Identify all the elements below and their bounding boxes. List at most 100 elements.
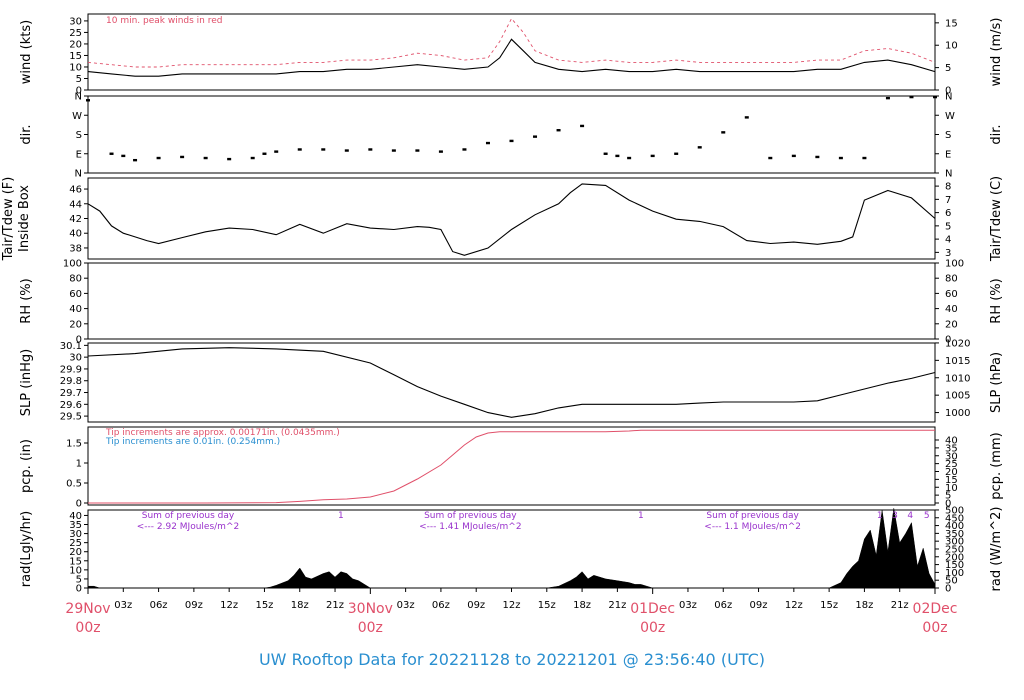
rad-right-tick-label: 0 (945, 584, 951, 595)
time-tick-label: 18z (291, 600, 309, 611)
panel-frame (87, 426, 936, 506)
dir-point (344, 149, 349, 152)
temp-right-tick-label: 4 (945, 235, 951, 246)
rad-marker: 4 (907, 511, 913, 521)
dir-point (227, 157, 232, 161)
panel-frame (87, 177, 936, 260)
dir-point (121, 154, 126, 158)
rh-left-tick-label: 20 (69, 319, 82, 330)
dir-point (321, 148, 326, 151)
rad-marker: 3 (892, 511, 898, 521)
date-label: 02Dec (913, 601, 958, 617)
rad-day-sum-title: Sum of previous day (424, 511, 517, 521)
wind-right-tick-label: 5 (945, 63, 951, 74)
time-tick-label: 15z (255, 600, 273, 611)
dir-point (768, 156, 773, 160)
slp-line (87, 347, 936, 418)
dir-point (415, 149, 420, 152)
dir-point (368, 148, 373, 151)
slp-right-tick-label: 1000 (945, 408, 970, 419)
temp-right-tick-label: 6 (945, 208, 951, 219)
rad-left-tick-label: 35 (69, 520, 82, 531)
slp-right-tick-label: 1020 (945, 338, 970, 349)
rad-right-tick-label: 200 (945, 552, 964, 563)
dir-point (815, 155, 820, 159)
rad-area (87, 508, 936, 589)
time-tick-label: 21z (326, 600, 344, 611)
dir-point (838, 156, 843, 160)
dir-point (156, 156, 161, 160)
temp-line (87, 183, 936, 256)
rh-right-tick-label: 40 (945, 304, 958, 315)
rad-day-sum-value: <--- 2.92 MJoules/m^2 (137, 522, 239, 532)
date-label: 01Dec (630, 601, 675, 617)
rh-right-tick-label: 20 (945, 319, 958, 330)
pcp-left-tick-label: 1.5 (66, 439, 82, 450)
rad-day-sum-value: <--- 1.1 MJoules/m^2 (704, 522, 801, 532)
dir-point (250, 156, 255, 160)
pcp-left-tick-label: 1 (76, 459, 82, 470)
rad-right-tick-label: 150 (945, 560, 964, 571)
time-tick-label: 21z (608, 600, 626, 611)
temp-left-tick-label: 38 (69, 243, 82, 254)
temp-right-tick-label: 8 (945, 182, 951, 193)
slp-right-tick-label: 1010 (945, 373, 970, 384)
panel-frame (87, 13, 936, 91)
rad-left-tick-label: 40 (69, 511, 82, 522)
dir-ylabel-right: dir. (989, 124, 1004, 144)
dir-point (462, 148, 467, 151)
wind-left-tick-label: 10 (69, 62, 82, 73)
wind-left-tick-label: 5 (76, 74, 82, 85)
dir-point (274, 150, 279, 153)
pcp-right-tick-label: 20 (945, 467, 958, 478)
wind-right-tick-label: 10 (945, 41, 958, 52)
slp-right-tick-label: 1005 (945, 391, 970, 402)
rad-day-sum-title: Sum of previous day (142, 511, 235, 521)
pcp-right-tick-label: 10 (945, 483, 958, 494)
rad-left-tick-label: 20 (69, 547, 82, 558)
slp-ylabel-left: SLP (inHg) (19, 349, 34, 417)
dir-point (744, 116, 749, 119)
pcp-left-tick-label: 0.5 (66, 479, 82, 490)
time-tick-label: 12z (503, 600, 521, 611)
time-tick-label: 21z (891, 600, 909, 611)
dir-point (262, 152, 267, 155)
rh-right-tick-label: 0 (945, 335, 951, 346)
wind-left-tick-label: 15 (69, 51, 82, 62)
temp-left-tick-label: 44 (69, 199, 82, 210)
wind-ylabel-right: wind (m/s) (989, 18, 1004, 87)
pcp-ylabel-right: pcp. (mm) (989, 432, 1004, 499)
rad-marker: 1 (638, 511, 644, 521)
temp-ylabel-left: Tair/Tdew (F) (1, 177, 16, 262)
rad-day-sum-value: <--- 1.41 MJoules/m^2 (419, 522, 521, 532)
rad-right-tick-label: 50 (945, 576, 958, 587)
slp-left-tick-label: 29.5 (60, 412, 82, 423)
dir-point (203, 156, 208, 160)
slp-left-tick-label: 29.8 (60, 376, 82, 387)
panel-frame (87, 262, 936, 340)
temp-right-tick-label: 3 (945, 248, 951, 259)
slp-left-tick-label: 29.7 (60, 388, 82, 399)
pcp-line (88, 429, 935, 504)
slp-left-tick-label: 30.1 (60, 341, 82, 352)
slp-ylabel-right: SLP (hPa) (989, 352, 1004, 413)
rad-marker: 1 (877, 511, 883, 521)
dir-point (297, 148, 302, 151)
rad-left-tick-label: 0 (76, 584, 82, 595)
dir-right-tick-label: N (945, 169, 952, 180)
dir-point (603, 152, 608, 155)
rh-right-tick-label: 100 (945, 259, 964, 270)
time-tick-label: 06z (432, 600, 450, 611)
dir-left-tick-label: E (76, 149, 82, 160)
rad-ylabel-right: rad (W/m^2) (989, 507, 1004, 592)
dir-point (885, 96, 890, 100)
rad-marker: 5 (924, 511, 930, 521)
pcp-right-tick-label: 25 (945, 459, 958, 470)
date-z-label: 00z (358, 620, 383, 636)
pcp-right-tick-label: 30 (945, 451, 958, 462)
rh-left-tick-label: 40 (69, 304, 82, 315)
dir-point (133, 158, 138, 162)
time-tick-label: 12z (785, 600, 803, 611)
rad-right-tick-label: 250 (945, 544, 964, 555)
